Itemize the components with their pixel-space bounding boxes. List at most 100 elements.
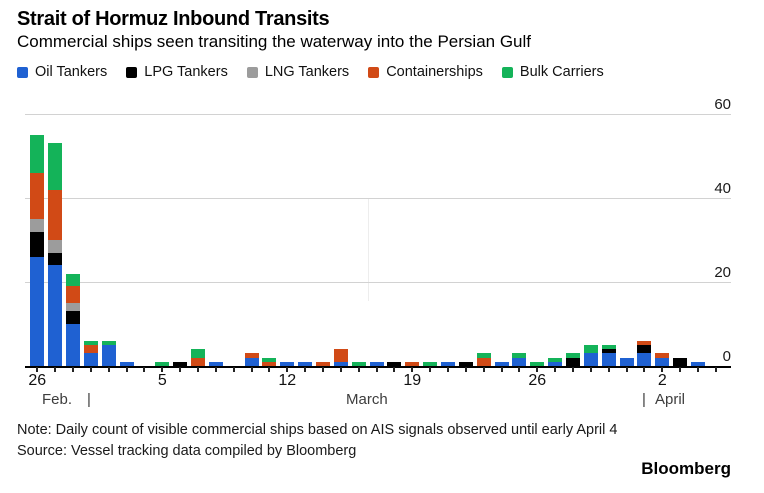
bar-segment	[30, 231, 45, 257]
bar-segment	[601, 353, 616, 366]
bar-segment	[66, 324, 80, 366]
bar-segment	[262, 361, 277, 366]
bar-segment	[244, 357, 259, 366]
bar-segment	[333, 349, 348, 362]
x-axis-tick	[214, 367, 217, 372]
x-axis-tick	[697, 367, 699, 372]
bar-segment	[548, 357, 563, 362]
x-axis-tick	[304, 367, 307, 372]
bar-segment	[601, 349, 616, 354]
bar-segment	[30, 172, 45, 219]
bar-segment	[369, 361, 384, 366]
bar-segment	[66, 273, 80, 287]
x-axis-tick	[357, 367, 360, 372]
bar-segment	[601, 345, 616, 350]
x-axis-tick	[72, 367, 74, 372]
x-axis-tick	[393, 367, 396, 372]
bar-segment	[512, 353, 527, 358]
bar-segment	[208, 361, 223, 366]
x-axis-tick	[143, 367, 146, 372]
bar-segment	[155, 361, 170, 366]
chart-title: Strait of Hormuz Inbound Transits	[17, 8, 330, 30]
gridline-y20	[25, 282, 731, 283]
bar-segment	[66, 303, 80, 312]
bar-segment	[476, 357, 491, 366]
legend-swatch-icon	[126, 66, 138, 78]
bar-segment	[530, 361, 545, 366]
x-axis-tick	[679, 367, 682, 372]
bar-segment	[441, 361, 455, 366]
bar-segment	[476, 353, 491, 358]
bar-segment	[494, 361, 509, 366]
bar-segment	[173, 361, 188, 366]
bar-segment	[101, 345, 116, 366]
month-label-march: March	[346, 391, 388, 408]
bar-segment	[566, 353, 580, 358]
legend-item-bulk-carriers: Bulk Carriers	[501, 64, 604, 80]
month-boundary-mar1: |	[87, 391, 91, 408]
legend: Oil Tankers LPG Tankers LNG Tankers Contain…	[17, 64, 604, 80]
bar-segment	[458, 361, 473, 366]
month-label-feb: Feb.	[42, 391, 73, 408]
x-axis-tick	[500, 367, 503, 372]
bar-segment	[583, 353, 598, 366]
bar-segment	[280, 361, 295, 366]
x-axis-tick	[411, 367, 414, 372]
bar-segment	[405, 361, 420, 366]
bar-segment	[30, 256, 45, 366]
bar-segment	[48, 143, 63, 190]
bar-segment	[583, 345, 598, 354]
x-axis-tick	[232, 367, 235, 372]
x-axis-tick	[89, 367, 92, 372]
x-axis-tick	[625, 367, 628, 372]
bar-segment	[30, 219, 45, 232]
x-axis-tick	[661, 367, 664, 372]
bar-segment	[673, 357, 688, 366]
x-axis-label-2: 2	[657, 372, 667, 389]
x-axis-label-26: 26	[528, 372, 547, 389]
legend-item-containerships: Containerships	[368, 64, 483, 80]
bar-segment	[637, 353, 652, 366]
chart-subtitle: Commercial ships seen transiting the wat…	[17, 32, 532, 51]
bar-segment	[512, 357, 527, 366]
x-axis-tick	[572, 367, 574, 372]
legend-label: LNG Tankers	[264, 64, 350, 80]
x-axis-tick	[161, 367, 164, 372]
x-axis-tick	[339, 367, 342, 372]
bar-segment	[48, 265, 63, 366]
x-axis-tick	[125, 367, 128, 372]
legend-item-lpg-tankers: LPG Tankers	[126, 64, 228, 80]
bar-segment	[637, 345, 652, 354]
x-axis-tick	[54, 367, 57, 372]
x-axis-label-26: 26	[28, 372, 47, 389]
legend-label: Oil Tankers	[35, 64, 108, 80]
bar-segment	[333, 361, 348, 366]
legend-swatch-icon	[501, 66, 513, 78]
bar-segment	[244, 353, 259, 358]
x-axis-tick	[482, 367, 485, 372]
month-boundary-apr1: |	[642, 391, 646, 408]
bar-segment	[387, 361, 402, 366]
x-axis-tick	[268, 367, 271, 372]
y-axis-label-20: 20	[714, 264, 731, 281]
source-line: Source: Vessel tracking data compiled by…	[17, 443, 357, 459]
bar-segment	[316, 361, 330, 366]
x-axis-tick	[518, 367, 521, 372]
bar-segment	[48, 189, 63, 240]
bar-segment	[655, 357, 670, 366]
x-axis-tick	[322, 367, 324, 372]
bar-segment	[619, 357, 634, 366]
x-axis-tick	[286, 367, 289, 372]
bar-segment	[191, 349, 205, 358]
bar-segment	[548, 361, 563, 366]
footnote: Note: Daily count of visible commercial …	[17, 422, 618, 438]
x-axis-tick	[554, 367, 557, 372]
x-axis-tick	[447, 367, 449, 372]
bar-segment	[191, 357, 205, 366]
x-axis-tick	[589, 367, 592, 372]
bar-segment	[48, 240, 63, 253]
bar-segment	[423, 361, 438, 366]
x-axis-tick	[375, 367, 378, 372]
bar-segment	[30, 135, 45, 173]
